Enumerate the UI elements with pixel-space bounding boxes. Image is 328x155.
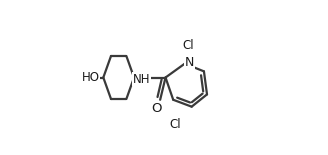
Text: O: O bbox=[151, 102, 162, 115]
Text: N: N bbox=[185, 56, 195, 69]
Text: Cl: Cl bbox=[169, 118, 181, 131]
Text: NH: NH bbox=[133, 73, 150, 86]
Text: HO: HO bbox=[82, 71, 100, 84]
Text: Cl: Cl bbox=[183, 39, 195, 52]
